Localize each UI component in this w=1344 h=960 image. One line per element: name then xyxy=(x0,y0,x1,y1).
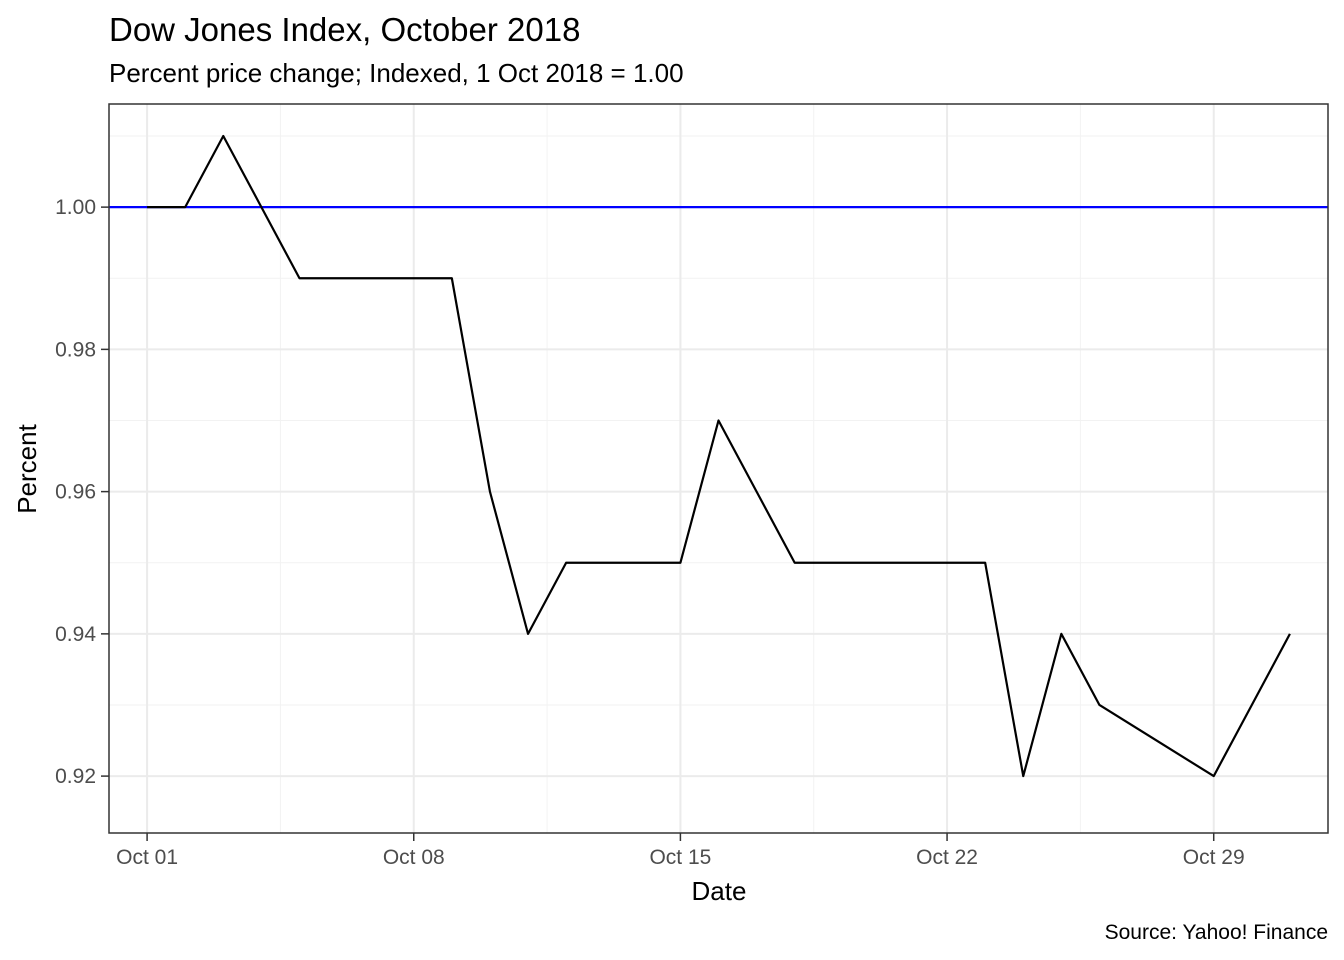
y-axis: 0.92 0.94 0.96 0.98 1.00 xyxy=(55,196,109,788)
x-tick-label: Oct 08 xyxy=(383,846,445,869)
plot-border xyxy=(108,103,1329,834)
y-tick-label: 0.94 xyxy=(55,623,96,646)
x-axis: Oct 01 Oct 08 Oct 15 Oct 22 Oct 29 xyxy=(116,833,1245,869)
x-tick-label: Oct 22 xyxy=(916,846,978,869)
y-tick-label: 1.00 xyxy=(55,196,96,219)
series-layer xyxy=(147,134,1291,778)
series-line xyxy=(147,134,1291,778)
chart-subtitle: Percent price change; Indexed, 1 Oct 201… xyxy=(109,58,684,88)
y-tick-label: 0.96 xyxy=(55,481,96,504)
y-tick-label: 0.98 xyxy=(55,338,96,361)
y-tick-label: 0.92 xyxy=(55,765,96,788)
x-tick-label: Oct 01 xyxy=(116,846,178,869)
y-axis-title: Percent xyxy=(12,423,42,513)
x-tick-label: Oct 29 xyxy=(1183,846,1245,869)
plot-background xyxy=(109,104,1328,833)
x-tick-label: Oct 15 xyxy=(649,846,711,869)
source-caption: Source: Yahoo! Finance xyxy=(1105,921,1328,944)
chart-title: Dow Jones Index, October 2018 xyxy=(109,11,580,48)
x-axis-title: Date xyxy=(692,876,747,906)
